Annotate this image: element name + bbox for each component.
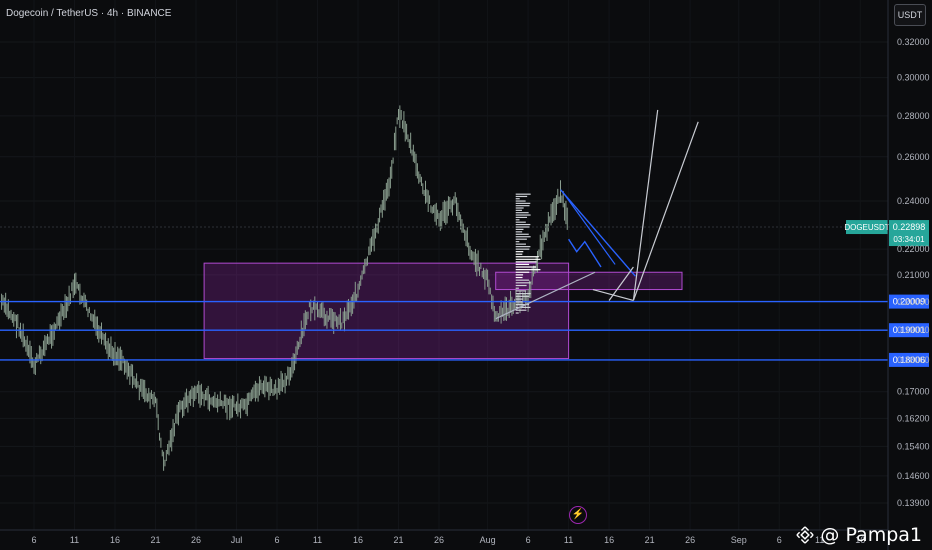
watermark-text: @ Pampa1 <box>820 524 922 546</box>
projection-line <box>632 121 699 301</box>
y-tick-label: 0.30000 <box>897 73 930 83</box>
y-tick-label: 0.17000 <box>897 387 930 397</box>
level-badge-label: 0.18006 <box>893 355 926 365</box>
x-tick-label: 11 <box>564 535 573 545</box>
y-tick-label: 0.28000 <box>897 111 930 121</box>
level-badge-label: 0.19001 <box>893 325 926 335</box>
price-badge-countdown: 03:34:01 <box>893 235 925 244</box>
x-tick-label: 6 <box>777 535 782 545</box>
projection-line <box>632 109 659 301</box>
level-badge <box>889 352 929 367</box>
x-tick-label: 26 <box>434 535 444 545</box>
y-tick-label: 0.18000 <box>897 355 930 365</box>
y-tick-label: 0.24000 <box>897 196 930 206</box>
y-tick-label: 0.32000 <box>897 37 930 47</box>
x-tick-label: 6 <box>526 535 531 545</box>
x-tick-label: Jul <box>231 535 243 545</box>
descending-resistance-line <box>559 189 636 277</box>
x-tick-label: 11 <box>815 535 824 545</box>
x-tick-label: 26 <box>685 535 695 545</box>
blue-trend-line <box>562 191 616 265</box>
symbol-badge-label: DOGEUSDT <box>844 223 889 232</box>
watermark: @ Pampa1 <box>796 524 922 546</box>
horizontal-levels: 0.20009 0.19001 0.18006 DOGEUSDT 0.22898 03:3… <box>0 220 929 367</box>
y-tick-label: 0.19000 <box>897 325 930 335</box>
y-tick-label: 0.16200 <box>897 413 930 423</box>
grid <box>0 41 888 504</box>
x-tick-label: 21 <box>150 535 160 545</box>
level-badge-label: 0.20009 <box>893 297 926 307</box>
x-tick-label: 16 <box>353 535 363 545</box>
x-tick-label: 21 <box>645 535 655 545</box>
y-tick-label: 0.26000 <box>897 152 930 162</box>
y-tick-label: 0.13900 <box>897 498 930 508</box>
y-tick-label: 0.14600 <box>897 471 930 481</box>
candles <box>1 105 568 471</box>
projected-path <box>568 238 602 268</box>
x-tick-label: 21 <box>393 535 403 545</box>
symbol-badge <box>846 220 888 235</box>
x-tick-label: 11 <box>70 535 79 545</box>
currency-button[interactable]: USDT <box>894 4 926 26</box>
lightning-icon[interactable]: ⚡ <box>569 506 587 524</box>
rising-support-line <box>495 271 596 320</box>
zones <box>203 262 683 360</box>
y-tick-label: 0.21000 <box>897 270 930 280</box>
x-tick-label: 11 <box>313 535 322 545</box>
x-tick-label: 6 <box>274 535 279 545</box>
symbol-title: Dogecoin / TetherUS · 4h · BINANCE <box>6 8 172 19</box>
y-tick-label: 0.15400 <box>897 441 930 451</box>
x-tick-label: 16 <box>110 535 120 545</box>
x-tick-label: Sep <box>731 535 747 545</box>
y-tick-label: 0.22000 <box>897 244 930 254</box>
x-tick-label: 16 <box>855 535 865 545</box>
level-badge <box>889 294 929 309</box>
binance-logo-icon <box>796 526 815 544</box>
x-tick-label: Aug <box>480 535 496 545</box>
level-badge <box>889 323 929 338</box>
drawings <box>495 109 699 320</box>
y-tick-label: 0.20000 <box>897 297 930 307</box>
x-tick-label: 26 <box>191 535 201 545</box>
price-badge-value: 0.22898 <box>893 222 926 232</box>
x-tick-label: 16 <box>604 535 614 545</box>
price-badge <box>889 220 929 247</box>
projection-line <box>608 266 634 301</box>
x-tick-label: 6 <box>31 535 36 545</box>
